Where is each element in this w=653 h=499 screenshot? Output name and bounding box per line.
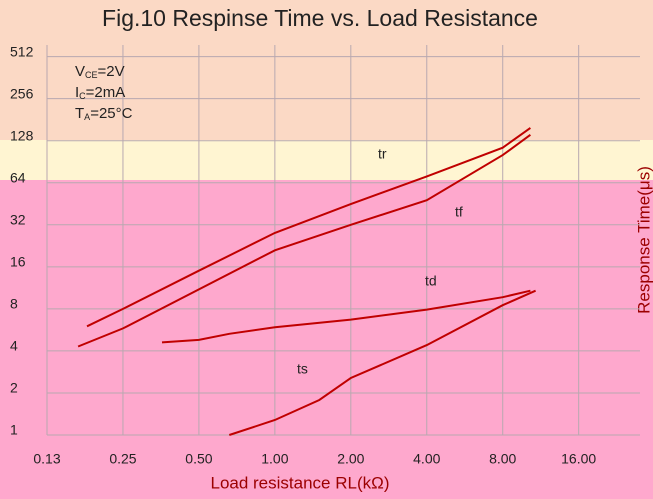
x-tick-label: 0.50	[185, 451, 212, 467]
annotation-tail: =2V	[98, 63, 125, 80]
series-line	[228, 289, 537, 436]
y-tick-label: 512	[10, 43, 34, 59]
y-tick-label: 256	[10, 85, 34, 101]
chart-title: Fig.10 Respinse Time vs. Load Resistance	[102, 5, 538, 31]
annotation-tail: =25°C	[90, 105, 132, 122]
x-tick-label: 1.00	[261, 451, 288, 467]
x-tick-label: 4.00	[413, 451, 440, 467]
annotation-main: V	[75, 63, 85, 80]
annotation-sub: C	[79, 91, 86, 101]
x-tick-label: 8.00	[489, 451, 516, 467]
background-top	[0, 0, 653, 140]
series-label: td	[425, 273, 437, 289]
x-tick-label: 0.13	[33, 451, 60, 467]
background-band	[0, 140, 653, 180]
annotation: IC=2mA	[75, 84, 125, 101]
y-tick-label: 2	[10, 380, 18, 396]
x-axis-label: Load resistance RL(kΩ)	[210, 473, 389, 492]
annotation-tail: =2mA	[86, 84, 126, 101]
y-tick-label: 1	[10, 422, 18, 438]
y-tick-label: 16	[10, 254, 26, 270]
annotation: TA=25°C	[75, 105, 133, 122]
series-line	[161, 289, 531, 344]
series-label: tf	[455, 204, 463, 220]
y-tick-label: 64	[10, 169, 26, 185]
y-axis-label: Response Time(μs)	[634, 166, 653, 314]
y-tick-label: 128	[10, 127, 34, 143]
x-tick-label: 16.00	[561, 451, 596, 467]
series-line	[77, 133, 531, 348]
y-tick-label: 4	[10, 338, 18, 354]
series-label: ts	[297, 361, 308, 377]
annotation: VCE=2V	[75, 63, 125, 80]
series-label: tr	[378, 146, 387, 162]
y-tick-label: 32	[10, 211, 26, 227]
annotation-sub: A	[84, 112, 90, 122]
series-line	[86, 127, 531, 328]
annotation-main: I	[75, 84, 79, 101]
y-tick-label: 8	[10, 296, 18, 312]
annotation-sub: CE	[85, 70, 98, 80]
annotation-main: T	[75, 105, 84, 122]
x-tick-label: 2.00	[337, 451, 364, 467]
x-tick-label: 0.25	[109, 451, 136, 467]
